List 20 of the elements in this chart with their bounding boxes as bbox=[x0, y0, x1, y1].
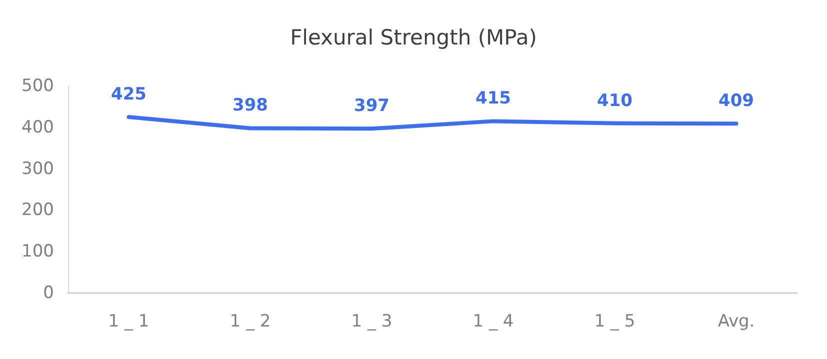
data-label: 397 bbox=[354, 96, 390, 116]
y-tick-label: 200 bbox=[22, 200, 54, 220]
x-tick-label: 1 _ 4 bbox=[472, 312, 514, 332]
chart-title: Flexural Strength (MPa) bbox=[290, 26, 537, 50]
x-tick-label: Avg. bbox=[718, 312, 755, 332]
y-tick-label: 400 bbox=[22, 117, 54, 138]
y-tick-label: 300 bbox=[22, 158, 54, 179]
data-label: 398 bbox=[232, 96, 268, 116]
y-tick-label: 0 bbox=[43, 283, 54, 303]
y-tick-label: 100 bbox=[22, 242, 54, 262]
data-label: 425 bbox=[111, 84, 146, 105]
x-tick-label: 1 _ 3 bbox=[351, 312, 392, 332]
x-tick-label: 1 _ 2 bbox=[230, 312, 271, 332]
data-label: 415 bbox=[476, 88, 511, 109]
x-tick-label: 1 _ 5 bbox=[594, 312, 636, 332]
x-tick-label: 1 _ 1 bbox=[108, 312, 150, 332]
data-label: 409 bbox=[718, 91, 754, 112]
line-series bbox=[126, 115, 738, 131]
data-label: 410 bbox=[597, 90, 633, 111]
y-tick-label: 500 bbox=[22, 76, 54, 96]
